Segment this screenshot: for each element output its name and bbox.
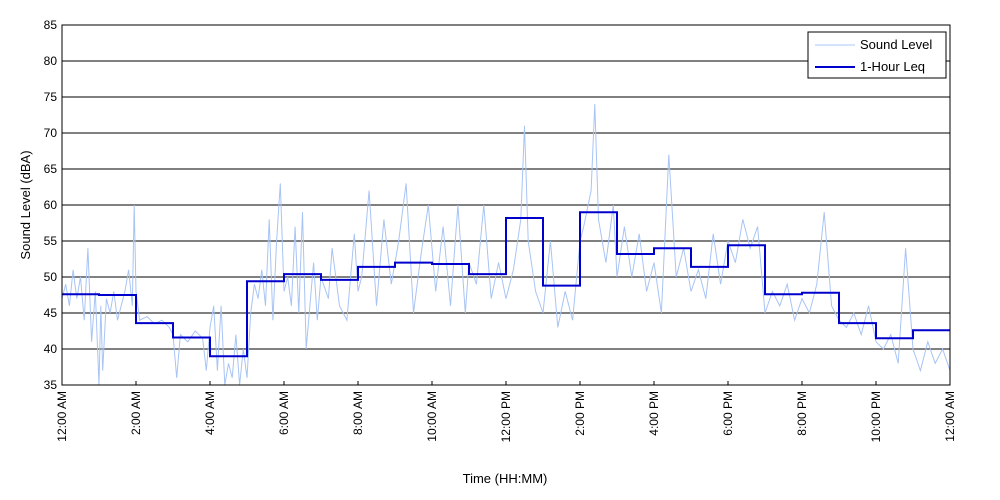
y-tick-label: 50 [44, 270, 58, 284]
y-tick-label: 65 [44, 162, 58, 176]
y-axis-title: Sound Level (dBA) [18, 150, 33, 259]
x-tick-label: 12:00 AM [55, 391, 69, 442]
y-tick-label: 40 [44, 342, 58, 356]
x-tick-label: 8:00 PM [795, 391, 809, 436]
legend-box [807, 31, 947, 79]
y-axis-ticks: 35 40 45 50 55 60 65 70 75 80 85 [44, 18, 58, 392]
x-tick-label: 2:00 AM [129, 391, 143, 435]
series-line-sound-level [62, 104, 950, 385]
x-tick-label: 4:00 PM [647, 391, 661, 436]
x-axis-ticks: 12:00 AM 2:00 AM 4:00 AM 6:00 AM 8:00 AM 10:0… [55, 381, 957, 442]
x-tick-label: 2:00 PM [573, 391, 587, 436]
series-line-1-hour-leq [62, 211, 950, 358]
legend-label-1-hour-leq: 1-Hour Leq [860, 59, 925, 74]
x-axis-title: Time (HH:MM) [463, 471, 548, 486]
y-tick-label: 75 [44, 90, 58, 104]
y-tick-label: 35 [44, 378, 58, 392]
x-tick-label: 4:00 AM [203, 391, 217, 435]
x-tick-label: 8:00 AM [351, 391, 365, 435]
y-tick-label: 70 [44, 126, 58, 140]
legend: Sound Level 1-Hour Leq [807, 31, 947, 79]
series-layer [62, 104, 950, 385]
y-tick-label: 85 [44, 18, 58, 32]
x-tick-label: 12:00 AM [943, 391, 957, 442]
y-tick-label: 80 [44, 54, 58, 68]
x-tick-label: 10:00 PM [869, 391, 883, 442]
x-tick-label: 10:00 AM [425, 391, 439, 442]
legend-label-sound-level: Sound Level [860, 37, 932, 52]
y-tick-label: 55 [44, 234, 58, 248]
y-tick-label: 45 [44, 306, 58, 320]
y-tick-label: 60 [44, 198, 58, 212]
x-tick-label: 12:00 PM [499, 391, 513, 442]
x-tick-label: 6:00 PM [721, 391, 735, 436]
x-tick-label: 6:00 AM [277, 391, 291, 435]
